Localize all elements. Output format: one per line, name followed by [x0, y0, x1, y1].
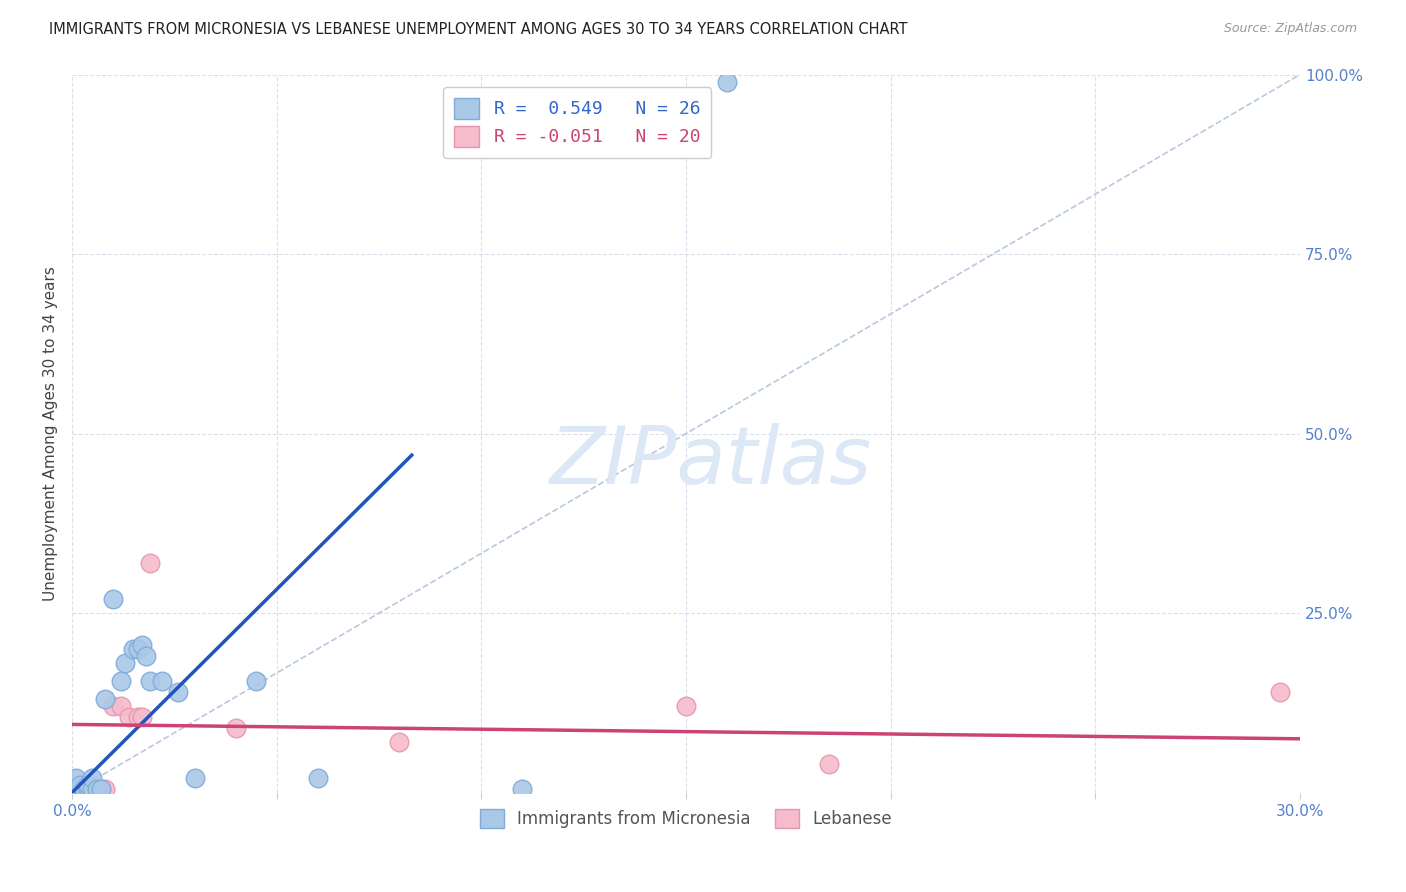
Point	[82, 782, 104, 797]
Text: Source: ZipAtlas.com: Source: ZipAtlas.com	[1223, 22, 1357, 36]
Point	[122, 642, 145, 657]
Point	[131, 639, 153, 653]
Point	[86, 782, 108, 797]
Point	[94, 692, 117, 706]
Point	[110, 699, 132, 714]
Point	[1268, 685, 1291, 699]
Point	[77, 782, 100, 797]
Point	[225, 721, 247, 735]
Point	[510, 782, 533, 797]
Point	[86, 782, 108, 797]
Point	[184, 772, 207, 786]
Point	[90, 782, 112, 797]
Point	[131, 710, 153, 724]
Text: IMMIGRANTS FROM MICRONESIA VS LEBANESE UNEMPLOYMENT AMONG AGES 30 TO 34 YEARS CO: IMMIGRANTS FROM MICRONESIA VS LEBANESE U…	[49, 22, 908, 37]
Point	[90, 782, 112, 797]
Point	[675, 699, 697, 714]
Point	[135, 649, 157, 664]
Point	[167, 685, 190, 699]
Point	[818, 756, 841, 771]
Point	[69, 782, 91, 797]
Point	[101, 591, 124, 606]
Point	[127, 642, 149, 657]
Point	[139, 556, 162, 570]
Point	[716, 75, 738, 89]
Point	[82, 782, 104, 797]
Legend: Immigrants from Micronesia, Lebanese: Immigrants from Micronesia, Lebanese	[474, 802, 898, 835]
Point	[127, 710, 149, 724]
Point	[82, 772, 104, 786]
Point	[82, 782, 104, 797]
Text: ZIPatlas: ZIPatlas	[550, 424, 872, 501]
Point	[110, 674, 132, 689]
Point	[118, 710, 141, 724]
Point	[388, 735, 411, 749]
Point	[139, 674, 162, 689]
Point	[69, 779, 91, 793]
Point	[307, 772, 329, 786]
Point	[65, 782, 87, 797]
Point	[245, 674, 267, 689]
Point	[69, 782, 91, 797]
Point	[101, 699, 124, 714]
Point	[77, 782, 100, 797]
Point	[73, 782, 96, 797]
Point	[150, 674, 173, 689]
Point	[114, 657, 136, 671]
Point	[77, 779, 100, 793]
Point	[65, 772, 87, 786]
Point	[73, 782, 96, 797]
Point	[94, 782, 117, 797]
Y-axis label: Unemployment Among Ages 30 to 34 years: Unemployment Among Ages 30 to 34 years	[44, 266, 58, 601]
